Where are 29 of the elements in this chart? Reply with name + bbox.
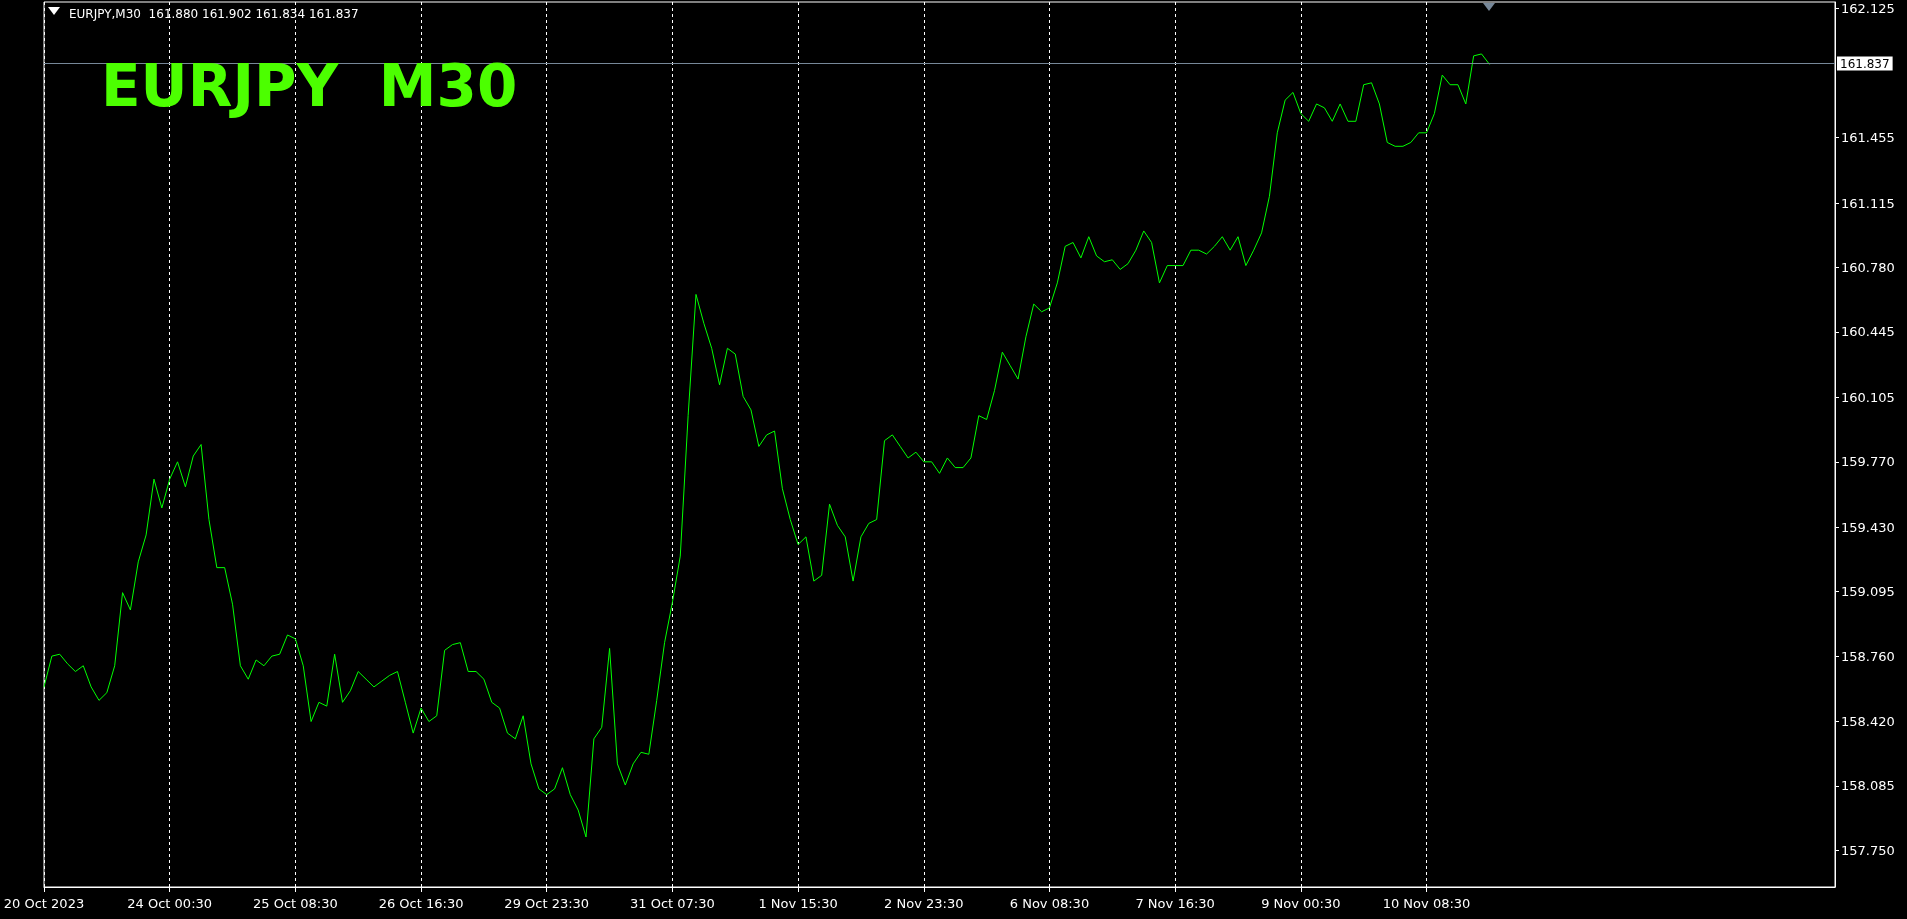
x-tick-label: 9 Nov 00:30	[1261, 896, 1341, 911]
y-tick-label: 161.455	[1841, 130, 1895, 146]
y-tick-label: 158.085	[1841, 778, 1895, 794]
y-tick-label: 160.445	[1841, 324, 1895, 340]
x-tick-label: 26 Oct 16:30	[378, 896, 464, 911]
x-tick-label: 24 Oct 00:30	[127, 896, 213, 911]
y-tick-label: 159.770	[1841, 454, 1895, 470]
x-tick-label: 7 Nov 16:30	[1135, 896, 1215, 911]
x-tick-label: 29 Oct 23:30	[504, 896, 590, 911]
y-tick-label: 160.105	[1841, 389, 1895, 405]
x-tick-label: 20 Oct 2023	[3, 896, 85, 911]
chart-subtitle: EURJPY,M30 161.880 161.902 161.834 161.837	[69, 7, 359, 21]
y-tick-label: 160.780	[1841, 260, 1895, 275]
y-tick-label: 158.760	[1841, 648, 1895, 664]
x-tick-label: 2 Nov 23:30	[884, 896, 964, 911]
y-tick-label: 159.430	[1841, 519, 1895, 535]
x-tick-label: 25 Oct 08:30	[252, 896, 338, 911]
x-tick-label: 10 Nov 08:30	[1382, 896, 1471, 911]
x-tick-label: 6 Nov 08:30	[1009, 896, 1090, 911]
y-tick-label: 157.750	[1841, 842, 1895, 858]
text: EURJPY M30	[101, 52, 518, 120]
y-tick-label: 161.115	[1841, 195, 1895, 211]
x-tick-label: 1 Nov 15:30	[758, 896, 838, 911]
y-tick-label: 158.420	[1841, 714, 1895, 730]
x-tick-label: 31 Oct 07:30	[630, 896, 715, 911]
y-tick-label: 162.125	[1841, 1, 1895, 17]
ref-line-label: 161.837	[1840, 56, 1890, 71]
y-tick-label: 159.095	[1841, 584, 1895, 600]
line-series	[43, 53, 1490, 838]
